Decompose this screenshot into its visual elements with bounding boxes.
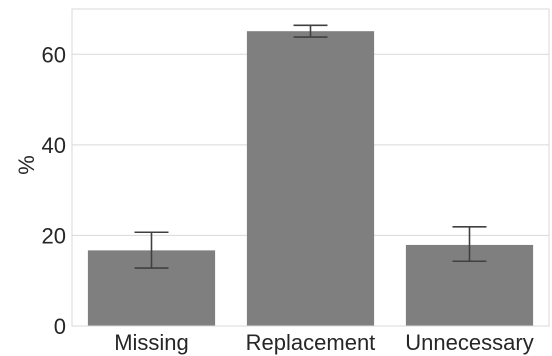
- bar: [246, 31, 375, 326]
- error-bars-group: [134, 24, 487, 269]
- y-tick-label: 40: [42, 133, 66, 158]
- bars-group: [87, 31, 534, 326]
- y-axis-label: %: [14, 155, 39, 175]
- y-tick-label: 20: [42, 223, 66, 248]
- x-tick-label: Unnecessary: [405, 330, 533, 355]
- plot-area-border: [71, 8, 550, 327]
- y-tick-label: 0: [54, 314, 66, 339]
- x-tick-labels: Missing Replacement Unnecessary: [114, 330, 533, 355]
- plot-frame: [71, 8, 550, 327]
- x-tick-label: Replacement: [246, 330, 376, 355]
- y-tick-labels: 0 20 40 60: [42, 42, 66, 339]
- y-tick-label: 60: [42, 42, 66, 67]
- x-tick-label: Missing: [114, 330, 189, 355]
